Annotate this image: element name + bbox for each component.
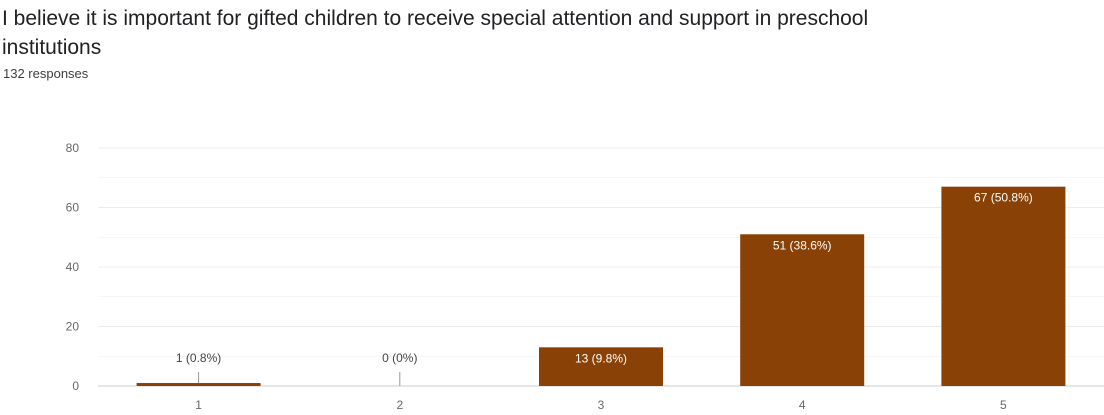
bar — [136, 383, 261, 386]
x-tick-label: 4 — [799, 398, 806, 412]
y-tick-label: 80 — [66, 141, 80, 155]
bar — [740, 234, 865, 386]
data-label: 0 (0%) — [382, 351, 417, 365]
x-tick-label: 3 — [598, 398, 605, 412]
bars — [136, 186, 1066, 386]
x-axis-ticks: 1 2 3 4 5 — [195, 398, 1007, 412]
response-count: 132 responses — [3, 66, 89, 81]
y-tick-label: 60 — [66, 201, 80, 215]
y-tick-label: 20 — [66, 320, 80, 334]
data-label: 1 (0.8%) — [176, 351, 221, 365]
x-tick-label: 1 — [195, 398, 202, 412]
data-labels: 1 (0.8%) 0 (0%) 13 (9.8%) 51 (38.6%) 67 (50.… — [176, 191, 1033, 386]
data-label: 67 (50.8%) — [974, 191, 1033, 205]
question-title: I believe it is important for gifted chi… — [2, 7, 869, 59]
bar — [941, 186, 1066, 386]
y-axis-ticks: 0 20 40 60 80 — [66, 141, 80, 393]
x-tick-label: 2 — [396, 398, 403, 412]
data-label: 51 (38.6%) — [773, 238, 832, 252]
x-tick-label: 5 — [1000, 398, 1007, 412]
bar — [539, 347, 663, 386]
y-tick-label: 40 — [66, 260, 80, 274]
y-tick-label: 0 — [72, 379, 79, 393]
data-label: 13 (9.8%) — [575, 351, 627, 365]
